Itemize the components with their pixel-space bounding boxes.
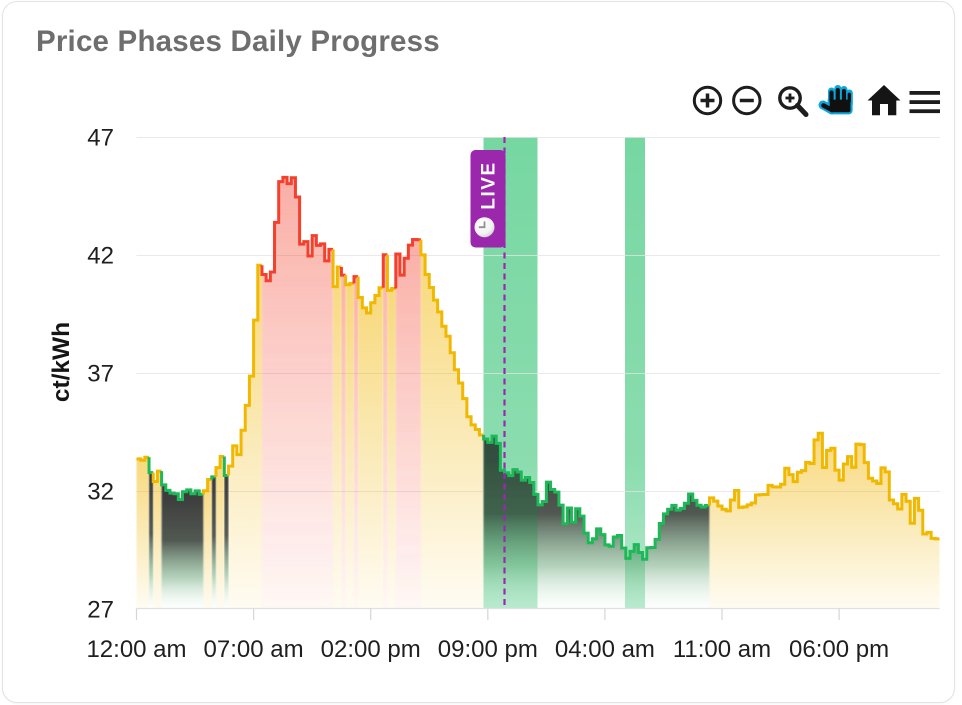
svg-text:37: 37 — [87, 361, 114, 388]
svg-text:47: 47 — [87, 125, 114, 152]
svg-text:06:00 pm: 06:00 pm — [789, 636, 889, 663]
svg-text:ct/kWh: ct/kWh — [48, 322, 75, 402]
svg-text:07:00 am: 07:00 am — [204, 636, 304, 663]
svg-text:09:00 pm: 09:00 pm — [438, 636, 538, 663]
svg-text:LIVE: LIVE — [479, 161, 500, 209]
svg-text:11:00 am: 11:00 am — [673, 636, 771, 663]
svg-text:27: 27 — [87, 597, 114, 624]
svg-text:32: 32 — [87, 479, 114, 506]
svg-text:04:00 am: 04:00 am — [555, 636, 655, 663]
svg-text:42: 42 — [87, 243, 114, 270]
svg-text:02:00 pm: 02:00 pm — [321, 636, 421, 663]
svg-text:12:00 am: 12:00 am — [86, 636, 186, 663]
